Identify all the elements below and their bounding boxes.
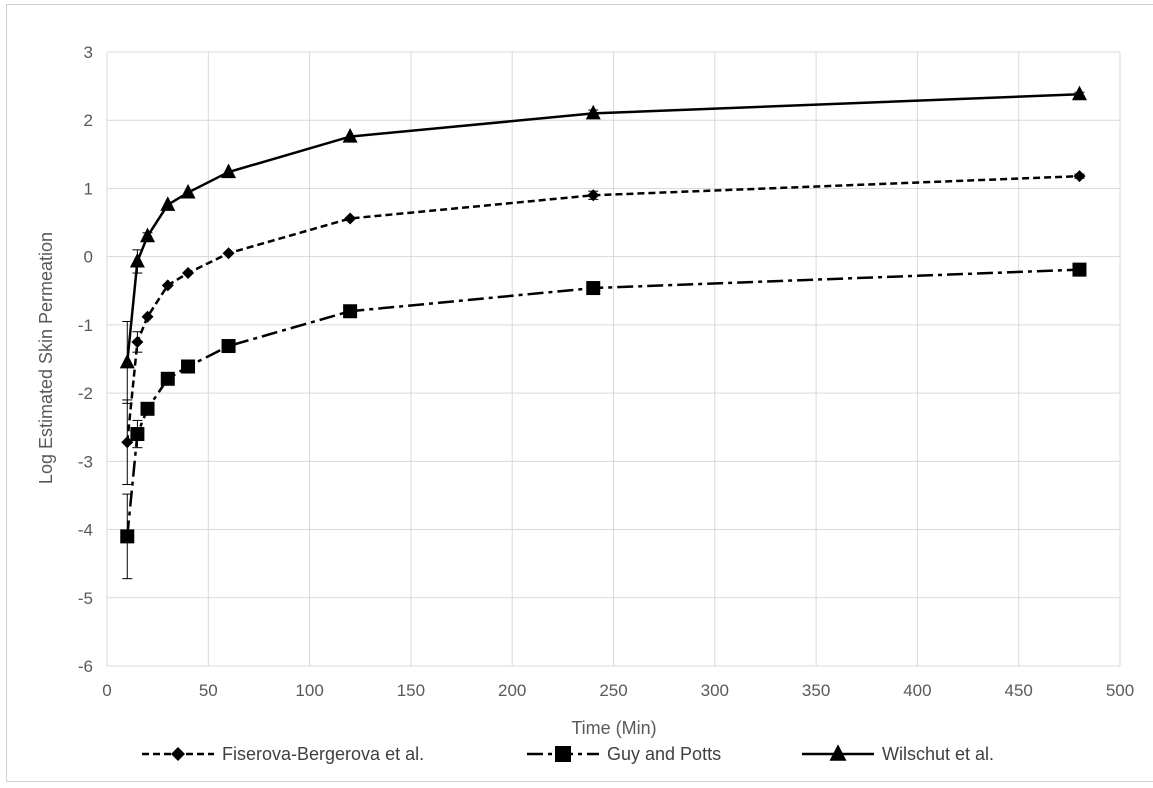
y-tick-label: 0 [84, 248, 93, 267]
series-line [126, 174, 1080, 443]
y-axis-ticks: 3 2 1 0 -1 -2 -3 -4 -5 -6 [78, 43, 93, 676]
legend-marker [829, 744, 847, 761]
legend-item: Wilschut et al. [802, 744, 994, 764]
gridlines [106, 51, 1121, 667]
series-triangle [119, 85, 1087, 404]
data-point [344, 212, 357, 225]
y-tick-label: 1 [84, 179, 93, 198]
data-point [130, 427, 145, 442]
x-tick-label: 0 [102, 681, 111, 700]
data-point [221, 163, 237, 179]
legend-marker [555, 746, 571, 762]
series-line [126, 93, 1080, 363]
chart-frame: 3 2 1 0 -1 -2 -3 -4 -5 -6 0 50 100 150 200 250 300 350 40… [6, 4, 1153, 782]
data-point [140, 227, 156, 243]
y-tick-label: -2 [78, 384, 93, 403]
x-axis-ticks: 0 50 100 150 200 250 300 350 400 450 500 [102, 681, 1134, 700]
y-tick-label: 2 [84, 111, 93, 130]
y-tick-label: -1 [78, 316, 93, 335]
data-point [222, 247, 235, 260]
y-tick-label: -4 [78, 521, 93, 540]
data-point [181, 359, 196, 374]
line-chart: 3 2 1 0 -1 -2 -3 -4 -5 -6 0 50 100 150 200 250 300 350 40… [36, 43, 1134, 764]
data-point [1072, 262, 1087, 277]
data-point [160, 196, 176, 211]
y-tick-label: -6 [78, 657, 93, 676]
y-axis-label: Log Estimated Skin Permeation [36, 232, 56, 484]
data-point [180, 183, 196, 199]
series-square [120, 262, 1087, 580]
data-point [120, 529, 135, 544]
data-point [586, 281, 601, 296]
legend-label: Wilschut et al. [882, 744, 994, 764]
data-point [140, 401, 155, 416]
x-tick-label: 400 [903, 681, 931, 700]
data-point [342, 127, 358, 143]
x-tick-label: 100 [295, 681, 323, 700]
data-point [131, 335, 144, 348]
series-group [119, 85, 1087, 580]
data-point [1071, 85, 1087, 101]
x-tick-label: 300 [701, 681, 729, 700]
x-tick-label: 350 [802, 681, 830, 700]
data-point [121, 436, 134, 449]
legend-item: Guy and Potts [527, 744, 721, 764]
series-line [126, 268, 1080, 537]
x-axis-label: Time (Min) [571, 718, 656, 738]
legend-marker [171, 747, 185, 761]
data-point [182, 267, 195, 280]
legend-label: Guy and Potts [607, 744, 721, 764]
legend-item: Fiserova-Bergerova et al. [142, 744, 424, 764]
x-tick-label: 50 [199, 681, 218, 700]
data-point [141, 310, 154, 323]
data-point [587, 189, 600, 202]
data-point [585, 104, 601, 120]
data-point [129, 252, 145, 268]
x-tick-label: 250 [599, 681, 627, 700]
x-tick-label: 500 [1106, 681, 1134, 700]
y-tick-label: -3 [78, 452, 93, 471]
data-point [160, 371, 175, 386]
x-tick-label: 200 [498, 681, 526, 700]
legend-label: Fiserova-Bergerova et al. [222, 744, 424, 764]
data-point [1073, 170, 1086, 183]
data-point [161, 279, 174, 292]
data-point [221, 339, 236, 354]
legend: Fiserova-Bergerova et al. Guy and Potts Wi… [142, 744, 994, 764]
x-tick-label: 150 [397, 681, 425, 700]
x-tick-label: 450 [1005, 681, 1033, 700]
data-point [343, 304, 358, 319]
series-diamond [121, 170, 1086, 486]
y-tick-label: -5 [78, 589, 93, 608]
data-point [119, 353, 135, 369]
y-tick-label: 3 [84, 43, 93, 62]
